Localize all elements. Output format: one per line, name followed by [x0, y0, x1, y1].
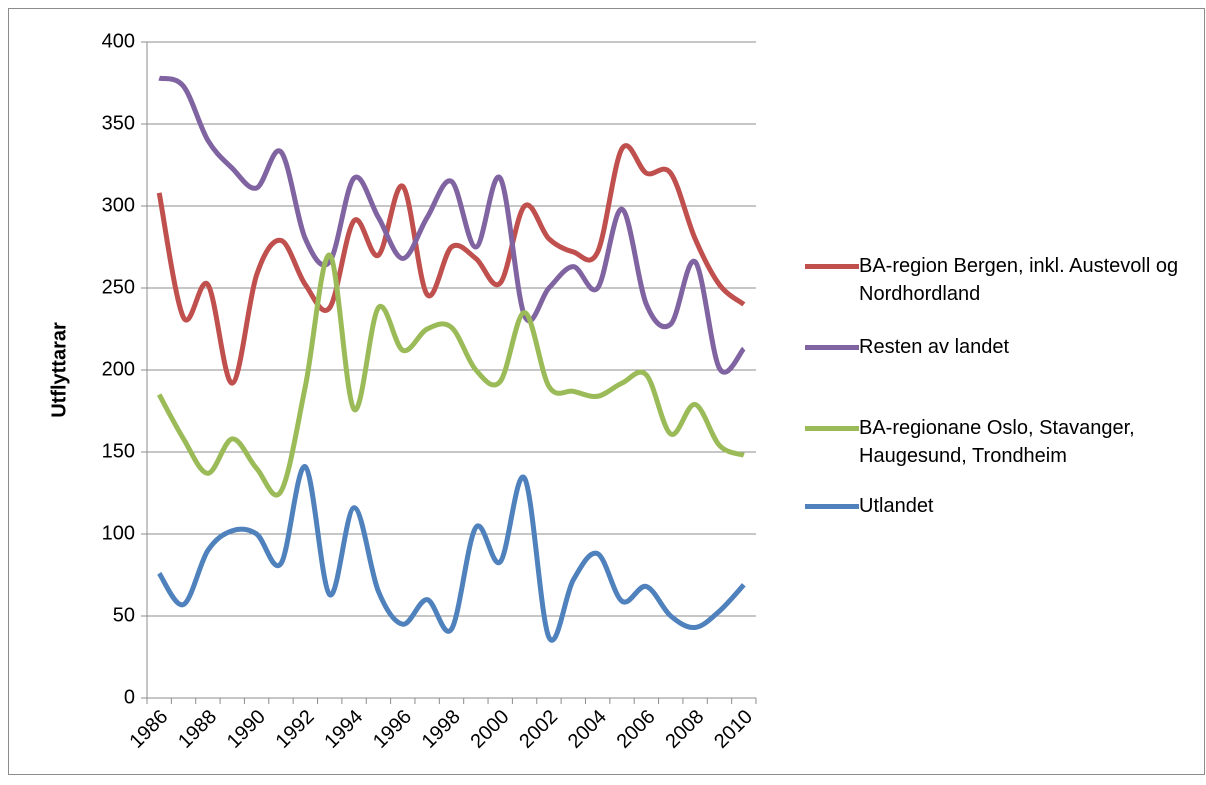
y-tick-label: 250	[102, 276, 135, 298]
x-tick-label: 1986	[125, 706, 172, 753]
y-tick-label: 0	[124, 686, 135, 708]
x-tick-label: 2006	[613, 706, 660, 753]
legend-swatch	[805, 426, 859, 431]
y-tick-label: 100	[102, 522, 135, 544]
legend-item: Utlandet	[805, 492, 1195, 520]
x-tick-label: 2002	[515, 706, 562, 753]
x-tick-label: 1994	[320, 706, 367, 753]
legend-label: BA-regionane Oslo, Stavanger, Haugesund,…	[859, 417, 1135, 467]
series-line	[156, 143, 746, 386]
y-axis-label: Utflyttarar	[48, 322, 70, 418]
legend-swatch	[805, 345, 859, 350]
y-tick-label: 400	[102, 30, 135, 52]
y-tick-label: 350	[102, 112, 135, 134]
x-tick-label: 2010	[710, 706, 757, 753]
y-tick-label: 50	[113, 604, 135, 626]
series-line	[156, 252, 745, 498]
legend-label: BA-region Bergen, inkl. Austevoll og Nor…	[859, 255, 1179, 305]
legend-item: BA-region Bergen, inkl. Austevoll og Nor…	[805, 252, 1195, 308]
series-line	[158, 75, 746, 375]
y-tick-label: 150	[102, 440, 135, 462]
x-tick-label: 1988	[174, 706, 221, 753]
legend-item: BA-regionane Oslo, Stavanger, Haugesund,…	[805, 414, 1195, 470]
chart-border	[8, 8, 1205, 775]
x-tick-label: 2000	[466, 706, 513, 753]
y-tick-label: 300	[102, 194, 135, 216]
legend-swatch	[805, 504, 859, 509]
x-tick-label: 1996	[369, 706, 416, 753]
x-tick-label: 2008	[661, 706, 708, 753]
legend-label: Utlandet	[859, 495, 934, 517]
x-tick-label: 1992	[272, 706, 319, 753]
x-tick-label: 2004	[564, 706, 611, 753]
legend-label: Resten av landet	[859, 336, 1010, 358]
y-tick-label: 200	[102, 358, 135, 380]
x-tick-label: 1998	[418, 706, 465, 753]
legend-item: Resten av landet	[805, 333, 1195, 361]
x-tick-label: 1990	[223, 706, 270, 753]
legend-swatch	[805, 264, 859, 269]
series-line	[157, 464, 746, 643]
